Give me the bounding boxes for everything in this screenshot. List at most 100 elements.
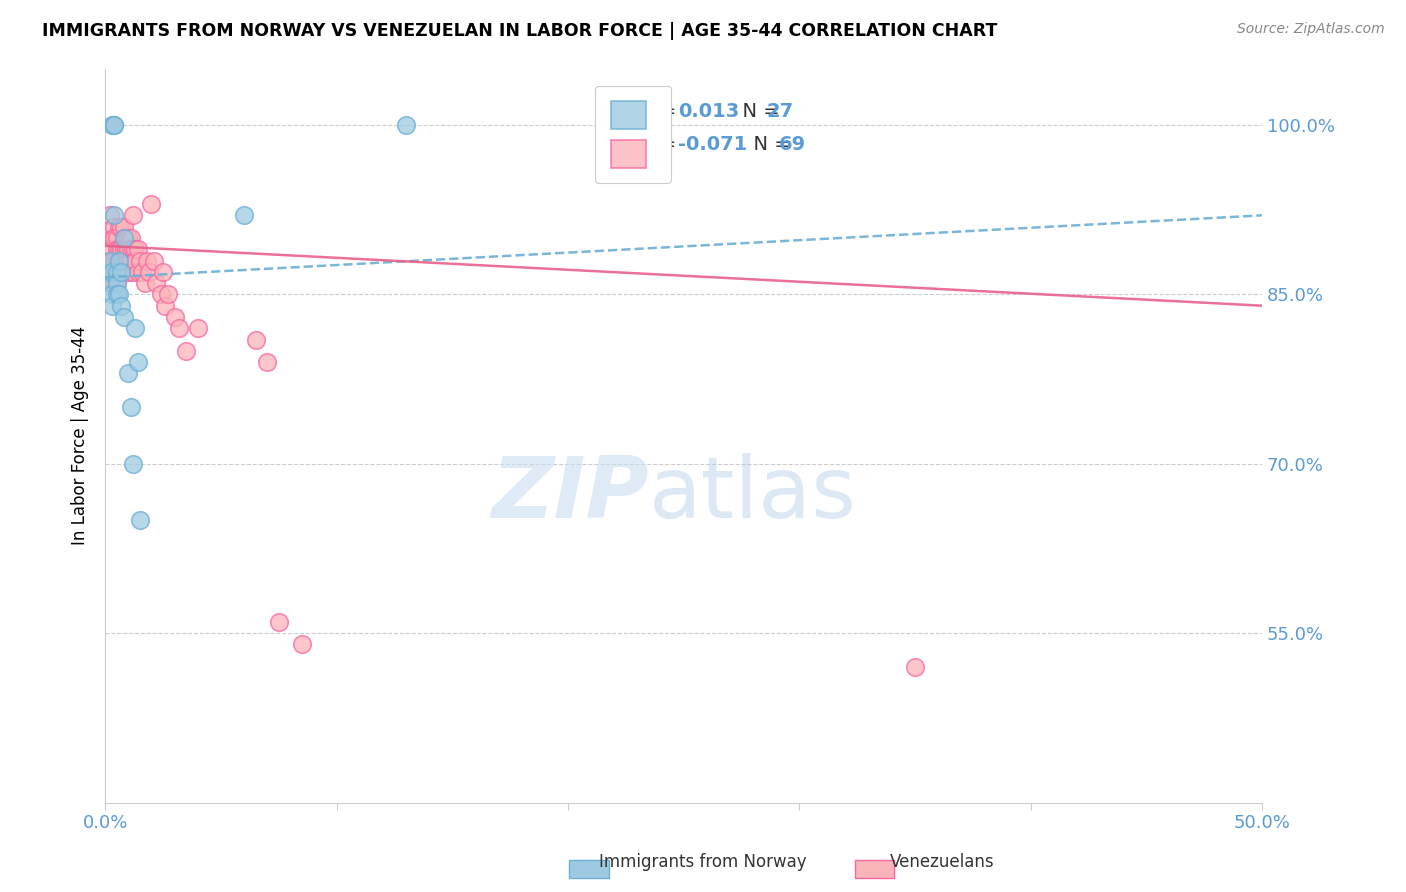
Point — [105, 287, 128, 301]
Point — [108, 253, 131, 268]
Point — [112, 253, 135, 268]
Point — [103, 231, 125, 245]
Point — [156, 287, 179, 301]
Point — [103, 219, 125, 234]
Point — [108, 265, 131, 279]
Point — [110, 242, 132, 256]
Point — [117, 231, 139, 245]
Point — [98, 253, 121, 268]
Point — [291, 638, 314, 652]
Text: N =: N = — [741, 135, 797, 153]
Point — [904, 660, 927, 674]
Point — [115, 242, 138, 256]
Point — [138, 265, 160, 279]
Point — [110, 265, 132, 279]
Point — [135, 253, 157, 268]
Point — [108, 219, 131, 234]
Point — [108, 287, 131, 301]
Point — [117, 265, 139, 279]
Point — [142, 253, 165, 268]
Text: atlas: atlas — [648, 453, 856, 536]
Text: -0.071: -0.071 — [678, 135, 747, 153]
Point — [105, 242, 128, 256]
Point — [127, 242, 149, 256]
Point — [96, 253, 118, 268]
Point — [112, 242, 135, 256]
Point — [122, 242, 145, 256]
Point — [129, 253, 152, 268]
Point — [105, 231, 128, 245]
Text: Source: ZipAtlas.com: Source: ZipAtlas.com — [1237, 22, 1385, 37]
Point — [112, 231, 135, 245]
Point — [131, 265, 153, 279]
Point — [103, 118, 125, 132]
Point — [256, 355, 278, 369]
Point — [155, 299, 177, 313]
Y-axis label: In Labor Force | Age 35-44: In Labor Force | Age 35-44 — [72, 326, 89, 545]
Point — [108, 253, 131, 268]
Point — [134, 276, 156, 290]
Point — [117, 253, 139, 268]
Point — [112, 310, 135, 324]
Point — [120, 231, 142, 245]
Point — [115, 231, 138, 245]
Point — [101, 118, 124, 132]
Point — [152, 265, 174, 279]
Point — [103, 118, 125, 132]
Point — [122, 208, 145, 222]
Point — [112, 231, 135, 245]
Point — [163, 310, 186, 324]
Text: ZIP: ZIP — [491, 453, 648, 536]
Text: 0.013: 0.013 — [678, 102, 740, 120]
Point — [105, 276, 128, 290]
Point — [117, 367, 139, 381]
Point — [101, 242, 124, 256]
Point — [167, 321, 190, 335]
Point — [115, 265, 138, 279]
Legend: , : , — [595, 86, 671, 184]
Point — [233, 208, 256, 222]
Point — [96, 265, 118, 279]
Point — [103, 253, 125, 268]
Point — [174, 343, 197, 358]
Point — [105, 276, 128, 290]
Point — [115, 253, 138, 268]
Point — [101, 231, 124, 245]
Point — [105, 253, 128, 268]
Point — [124, 321, 146, 335]
Point — [101, 265, 124, 279]
Text: R =: R = — [640, 135, 682, 153]
Point — [245, 333, 267, 347]
Point — [149, 287, 172, 301]
Text: Immigrants from Norway: Immigrants from Norway — [599, 853, 807, 871]
Text: Venezuelans: Venezuelans — [890, 853, 994, 871]
Text: 27: 27 — [766, 102, 794, 120]
Point — [129, 513, 152, 527]
Text: R =: R = — [640, 102, 682, 120]
Point — [145, 276, 167, 290]
Point — [103, 265, 125, 279]
Point — [101, 287, 124, 301]
Point — [120, 242, 142, 256]
Point — [101, 299, 124, 313]
Point — [124, 242, 146, 256]
Point — [127, 265, 149, 279]
Text: 69: 69 — [779, 135, 806, 153]
Point — [98, 276, 121, 290]
Point — [98, 253, 121, 268]
Point — [117, 242, 139, 256]
Point — [110, 299, 132, 313]
Point — [120, 401, 142, 415]
Point — [103, 208, 125, 222]
Text: N =: N = — [730, 102, 786, 120]
Point — [96, 265, 118, 279]
Point — [101, 265, 124, 279]
Point — [110, 253, 132, 268]
Point — [112, 219, 135, 234]
Point — [110, 219, 132, 234]
Point — [108, 242, 131, 256]
Point — [110, 265, 132, 279]
Text: IMMIGRANTS FROM NORWAY VS VENEZUELAN IN LABOR FORCE | AGE 35-44 CORRELATION CHAR: IMMIGRANTS FROM NORWAY VS VENEZUELAN IN … — [42, 22, 997, 40]
Point — [267, 615, 290, 629]
Point — [187, 321, 209, 335]
